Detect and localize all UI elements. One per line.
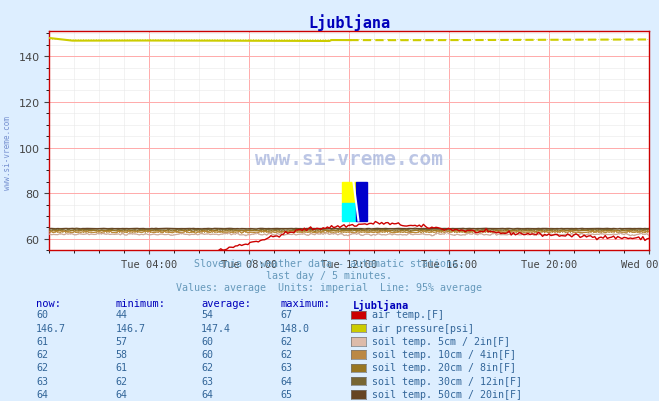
Text: www.si-vreme.com: www.si-vreme.com: [3, 115, 13, 189]
Text: 63: 63: [36, 376, 48, 386]
Text: 62: 62: [36, 349, 48, 359]
Text: 146.7: 146.7: [36, 323, 67, 333]
Text: 57: 57: [115, 336, 127, 346]
Text: 64: 64: [36, 389, 48, 399]
Text: 61: 61: [36, 336, 48, 346]
Text: soil temp. 50cm / 20in[F]: soil temp. 50cm / 20in[F]: [372, 389, 523, 399]
Text: 60: 60: [36, 310, 48, 320]
Text: 60: 60: [201, 349, 213, 359]
Text: 60: 60: [201, 336, 213, 346]
Text: soil temp. 20cm / 8in[F]: soil temp. 20cm / 8in[F]: [372, 363, 517, 373]
Text: 64: 64: [201, 389, 213, 399]
Text: 54: 54: [201, 310, 213, 320]
Bar: [356, 182, 367, 221]
Title: Ljubljana: Ljubljana: [308, 14, 390, 31]
Text: 62: 62: [280, 336, 292, 346]
Text: average:: average:: [201, 299, 251, 309]
Bar: [342, 204, 356, 221]
Text: 63: 63: [280, 363, 292, 373]
Text: 62: 62: [115, 376, 127, 386]
Text: 147.4: 147.4: [201, 323, 231, 333]
Text: 62: 62: [280, 349, 292, 359]
Text: air temp.[F]: air temp.[F]: [372, 310, 444, 320]
Text: minimum:: minimum:: [115, 299, 165, 309]
Text: 62: 62: [36, 363, 48, 373]
Text: Ljubljana: Ljubljana: [353, 299, 409, 310]
Text: last day / 5 minutes.: last day / 5 minutes.: [266, 271, 393, 281]
Text: Slovenia / weather data - automatic stations.: Slovenia / weather data - automatic stat…: [194, 259, 465, 269]
Text: 58: 58: [115, 349, 127, 359]
Text: 61: 61: [115, 363, 127, 373]
Text: maximum:: maximum:: [280, 299, 330, 309]
Bar: [342, 182, 356, 204]
Text: soil temp. 10cm / 4in[F]: soil temp. 10cm / 4in[F]: [372, 349, 517, 359]
Text: 146.7: 146.7: [115, 323, 146, 333]
Text: 64: 64: [280, 376, 292, 386]
Text: 67: 67: [280, 310, 292, 320]
Text: www.si-vreme.com: www.si-vreme.com: [255, 149, 444, 168]
Text: 64: 64: [115, 389, 127, 399]
Text: Values: average  Units: imperial  Line: 95% average: Values: average Units: imperial Line: 95…: [177, 283, 482, 293]
Text: 63: 63: [201, 376, 213, 386]
Text: 65: 65: [280, 389, 292, 399]
Text: soil temp. 30cm / 12in[F]: soil temp. 30cm / 12in[F]: [372, 376, 523, 386]
Text: air pressure[psi]: air pressure[psi]: [372, 323, 474, 333]
Text: soil temp. 5cm / 2in[F]: soil temp. 5cm / 2in[F]: [372, 336, 510, 346]
Text: now:: now:: [36, 299, 61, 309]
Text: 148.0: 148.0: [280, 323, 310, 333]
Text: 44: 44: [115, 310, 127, 320]
Text: 62: 62: [201, 363, 213, 373]
